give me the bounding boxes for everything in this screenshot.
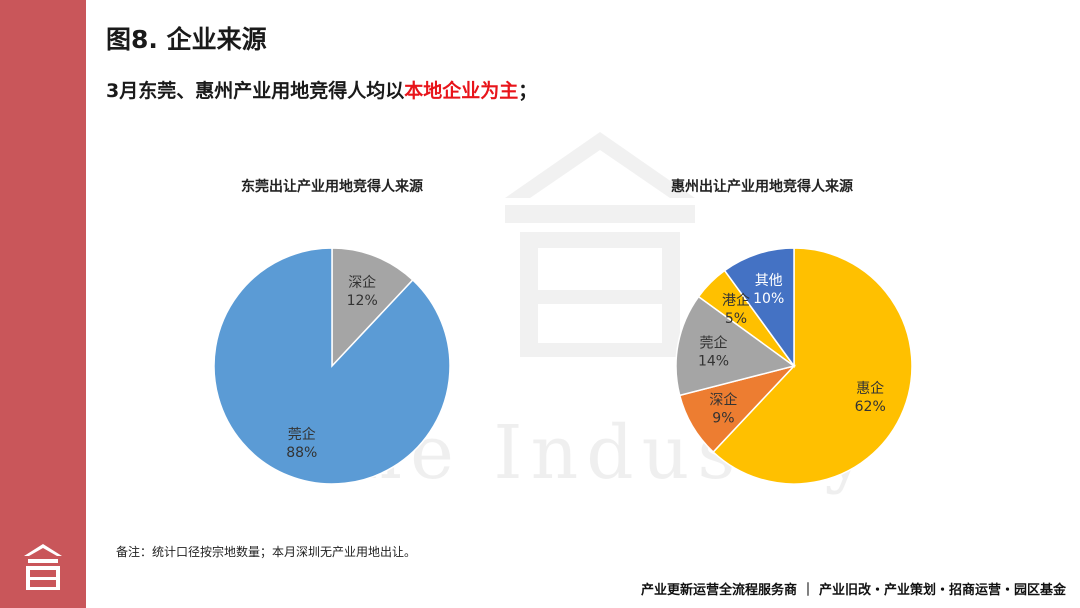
dongguan-pie-chart: 东莞出让产业用地竞得人来源 深企 12% 莞企 88% (213, 178, 451, 485)
footer-tagline: 产业更新运营全流程服务商 ｜ 产业旧改・产业策划・招商运营・园区基金 (640, 583, 1066, 598)
slice-percent: 88% (286, 445, 317, 461)
page-title: 图8. 企业来源 (106, 25, 267, 54)
slice-percent: 10% (753, 291, 784, 307)
chart-title: 惠州出让产业用地竞得人来源 (671, 178, 853, 195)
pie-slice-2 (213, 247, 451, 485)
subtitle-highlight: 本地企业为主 (404, 80, 519, 102)
chart-title: 东莞出让产业用地竞得人来源 (241, 178, 423, 195)
slice-label: 港企 (722, 292, 750, 309)
page-subtitle: 3月东莞、惠州产业用地竞得人均以本地企业为主； (106, 76, 537, 103)
pie-slice-3 (675, 295, 796, 397)
slice-label: 其他 (755, 273, 783, 289)
slice-label: 惠企 (856, 380, 884, 397)
pie-slice-1 (331, 247, 414, 368)
subtitle-prefix: 3月东莞、惠州产业用地竞得人均以 (106, 80, 405, 102)
slice-label: 莞企 (288, 426, 316, 443)
slice-label: 深企 (348, 274, 376, 291)
huizhou-pie-chart: 惠州出让产业用地竞得人来源 惠企 62% 深企 9% 莞企 14% 港企 5% 其他 10% (671, 178, 913, 485)
subtitle-suffix: ； (518, 80, 538, 102)
footnote: 备注：统计口径按宗地数量；本月深圳无产业用地出让。 (116, 545, 417, 559)
sidebar-band (0, 0, 86, 608)
pie-labels: 深企 12% 莞企 88% (286, 274, 378, 461)
company-logo-icon (24, 544, 62, 590)
pie-slice-1 (712, 247, 913, 485)
pie-slices (675, 247, 913, 485)
slice-percent: 5% (725, 311, 747, 327)
slice-label: 深企 (709, 392, 737, 409)
slice-label: 莞企 (700, 335, 728, 352)
slice-percent: 62% (855, 399, 886, 415)
pie-slice-5 (723, 247, 795, 369)
slice-percent: 9% (712, 411, 734, 427)
slice-percent: 12% (347, 293, 378, 309)
pie-labels: 惠企 62% 深企 9% 莞企 14% 港企 5% 其他 10% (698, 273, 886, 427)
slice-percent: 14% (698, 354, 729, 370)
pie-slices (213, 247, 451, 485)
